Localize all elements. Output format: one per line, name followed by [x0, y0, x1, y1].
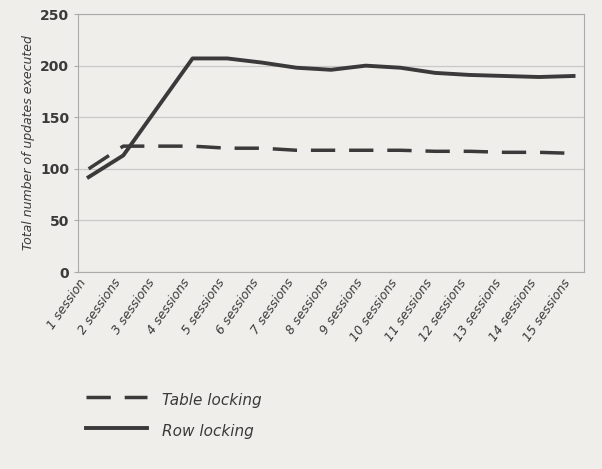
Y-axis label: Total number of updates executed: Total number of updates executed: [22, 36, 34, 250]
Legend: Table locking, Row locking: Table locking, Row locking: [86, 390, 262, 440]
